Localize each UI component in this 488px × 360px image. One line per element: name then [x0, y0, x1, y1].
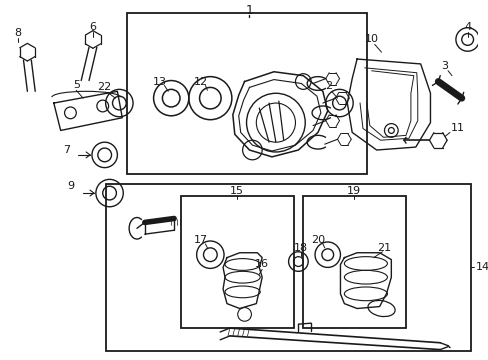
Text: 1: 1	[245, 4, 253, 17]
Text: 13: 13	[152, 77, 166, 86]
Text: 8: 8	[14, 28, 21, 37]
Bar	[303, 196, 405, 328]
Bar	[127, 13, 366, 175]
Text: 2: 2	[325, 81, 332, 91]
Text: 11: 11	[450, 122, 464, 132]
Bar	[181, 196, 293, 328]
Text: 4: 4	[463, 22, 470, 32]
Text: 5: 5	[73, 80, 80, 90]
Text: 22: 22	[98, 82, 112, 93]
Text: 9: 9	[67, 181, 74, 191]
Bar	[105, 184, 469, 351]
Text: 20: 20	[310, 235, 325, 245]
Text: 12: 12	[193, 77, 207, 86]
Text: 6: 6	[89, 22, 96, 32]
Text: 14: 14	[474, 262, 488, 273]
Text: 17: 17	[193, 235, 207, 245]
Text: 21: 21	[377, 243, 391, 253]
Text: 19: 19	[346, 186, 361, 196]
Text: 15: 15	[229, 186, 243, 196]
Text: 10: 10	[364, 35, 378, 45]
Text: 7: 7	[63, 145, 70, 155]
Text: 3: 3	[441, 61, 447, 71]
Text: 18: 18	[294, 243, 308, 253]
Text: 16: 16	[255, 260, 269, 270]
